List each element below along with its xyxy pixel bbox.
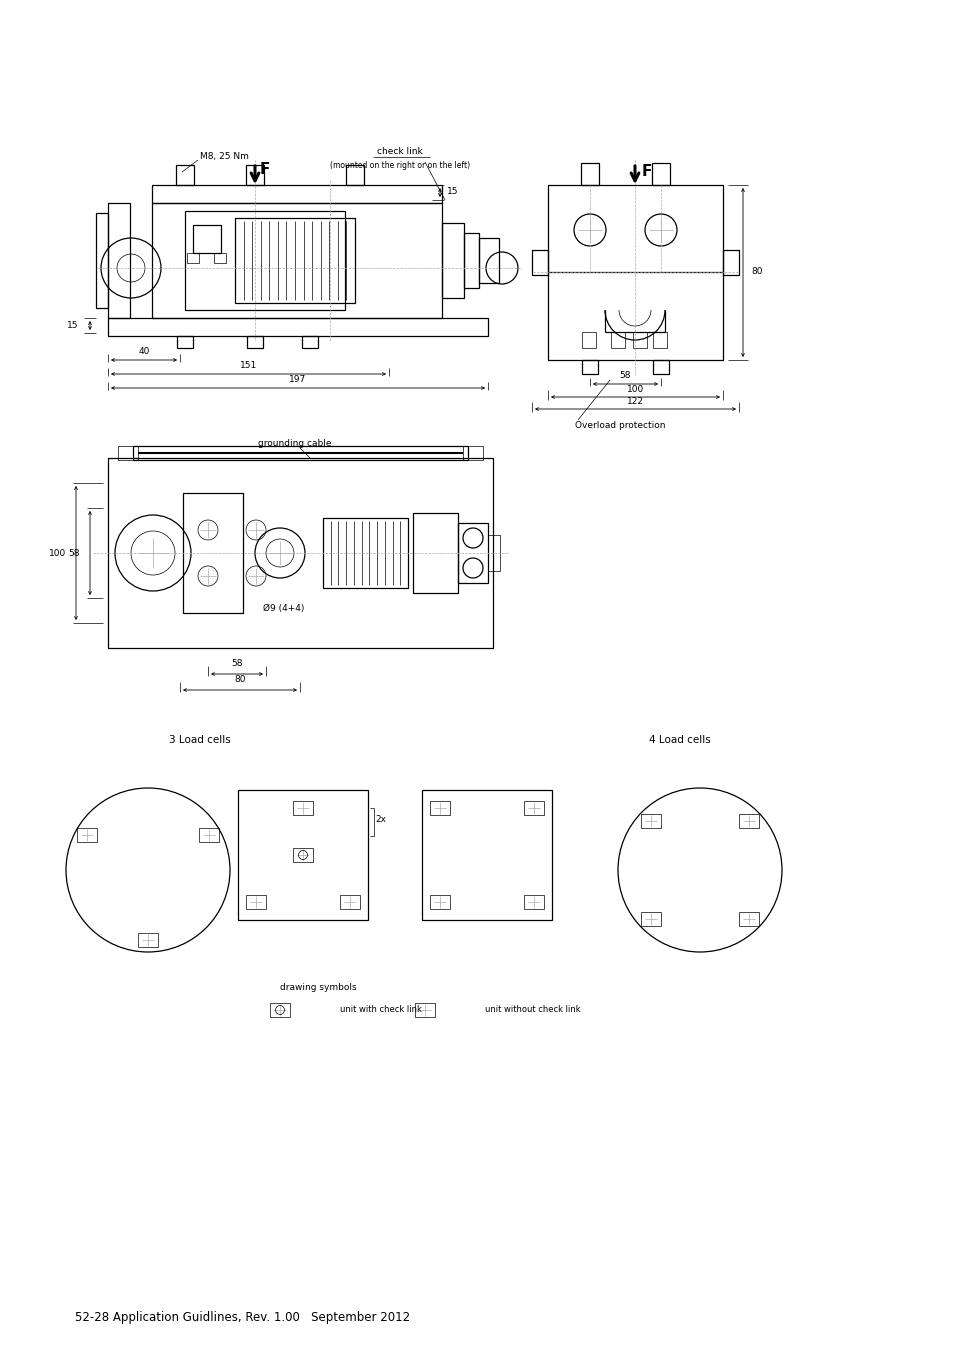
Bar bbox=[152, 203, 441, 317]
Bar bbox=[77, 828, 97, 842]
Bar bbox=[183, 493, 243, 613]
Text: 100: 100 bbox=[626, 385, 643, 393]
Bar bbox=[581, 332, 596, 349]
Bar bbox=[478, 238, 498, 282]
Text: 197: 197 bbox=[289, 376, 306, 385]
Bar bbox=[247, 336, 263, 349]
Bar bbox=[246, 165, 264, 185]
Text: 15: 15 bbox=[447, 188, 458, 196]
Bar bbox=[639, 813, 659, 828]
Bar bbox=[108, 458, 493, 648]
Bar bbox=[293, 801, 313, 815]
Bar bbox=[739, 912, 759, 927]
Bar bbox=[652, 359, 668, 374]
Bar bbox=[185, 211, 345, 309]
Bar bbox=[152, 185, 441, 203]
Text: 15: 15 bbox=[67, 320, 78, 330]
Text: 4 Load cells: 4 Load cells bbox=[648, 735, 710, 744]
Bar bbox=[175, 165, 193, 185]
Bar bbox=[532, 250, 547, 276]
Bar bbox=[547, 185, 722, 359]
Bar bbox=[198, 828, 218, 842]
Bar bbox=[293, 848, 313, 862]
Text: Overload protection: Overload protection bbox=[575, 420, 665, 430]
Bar bbox=[488, 535, 499, 571]
Text: drawing symbols: drawing symbols bbox=[279, 984, 355, 993]
Bar bbox=[108, 203, 130, 317]
Text: F: F bbox=[641, 163, 652, 178]
Bar bbox=[237, 790, 368, 920]
Bar bbox=[187, 253, 199, 263]
Text: 3 Load cells: 3 Load cells bbox=[169, 735, 231, 744]
Text: 151: 151 bbox=[239, 362, 257, 370]
Text: check link: check link bbox=[376, 147, 422, 157]
Bar bbox=[633, 332, 646, 349]
Bar bbox=[722, 250, 739, 276]
Bar bbox=[430, 801, 450, 815]
Bar bbox=[346, 165, 364, 185]
Bar bbox=[234, 218, 355, 303]
Text: 40: 40 bbox=[138, 347, 150, 357]
Bar bbox=[610, 332, 624, 349]
Bar bbox=[270, 1002, 290, 1017]
Text: M8, 25 Nm: M8, 25 Nm bbox=[200, 151, 249, 161]
Bar bbox=[581, 359, 598, 374]
Text: 80: 80 bbox=[234, 676, 246, 685]
Text: 58: 58 bbox=[619, 372, 631, 381]
Bar bbox=[177, 336, 193, 349]
Bar bbox=[430, 894, 450, 909]
Bar bbox=[580, 163, 598, 185]
Bar bbox=[651, 163, 669, 185]
Text: 122: 122 bbox=[626, 397, 643, 407]
Text: 80: 80 bbox=[750, 267, 762, 277]
Text: F: F bbox=[259, 162, 270, 177]
Bar bbox=[193, 226, 221, 253]
Bar bbox=[415, 1002, 435, 1017]
Bar bbox=[118, 446, 138, 459]
Bar bbox=[523, 894, 543, 909]
Text: 58: 58 bbox=[69, 549, 80, 558]
Text: 58: 58 bbox=[231, 659, 242, 669]
Bar bbox=[639, 912, 659, 927]
Bar bbox=[132, 446, 468, 459]
Bar bbox=[323, 517, 408, 588]
Text: Ø9 (4+4): Ø9 (4+4) bbox=[263, 604, 304, 612]
Bar bbox=[339, 894, 359, 909]
Bar bbox=[302, 336, 317, 349]
Text: 52-28 Application Guidlines, Rev. 1.00   September 2012: 52-28 Application Guidlines, Rev. 1.00 S… bbox=[75, 1312, 410, 1324]
Text: 100: 100 bbox=[49, 549, 66, 558]
Bar bbox=[246, 894, 266, 909]
Bar bbox=[138, 934, 158, 947]
Bar bbox=[413, 513, 457, 593]
Text: (mounted on the right or on the left): (mounted on the right or on the left) bbox=[330, 161, 470, 169]
Bar bbox=[213, 253, 226, 263]
Bar bbox=[463, 232, 478, 288]
Bar bbox=[421, 790, 552, 920]
Text: grounding cable: grounding cable bbox=[258, 439, 332, 449]
Bar bbox=[108, 317, 488, 336]
Bar bbox=[462, 446, 482, 459]
Bar bbox=[96, 213, 108, 308]
Bar bbox=[739, 813, 759, 828]
Text: unit with check link: unit with check link bbox=[339, 1005, 421, 1015]
Bar bbox=[457, 523, 488, 584]
Bar bbox=[441, 223, 463, 299]
Text: unit without check link: unit without check link bbox=[484, 1005, 580, 1015]
Bar bbox=[523, 801, 543, 815]
Bar bbox=[652, 332, 666, 349]
Text: 2x: 2x bbox=[375, 816, 386, 824]
